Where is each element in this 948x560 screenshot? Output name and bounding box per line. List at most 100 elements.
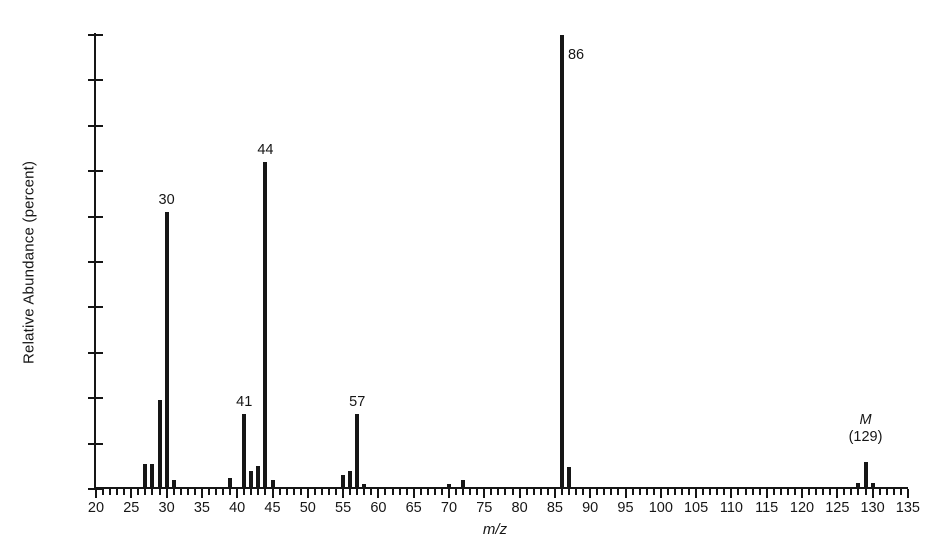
x-tick-minor xyxy=(497,489,500,495)
x-tick-major xyxy=(589,489,592,498)
y-tick xyxy=(88,261,103,263)
peak-bar-43 xyxy=(256,466,261,489)
peak-bar-72 xyxy=(461,479,466,489)
x-tick-major xyxy=(553,489,556,498)
x-tick-minor xyxy=(102,489,105,495)
x-tick-minor xyxy=(822,489,825,495)
peak-bar-28 xyxy=(150,464,155,489)
x-tick-label: 25 xyxy=(123,500,140,516)
x-tick-minor xyxy=(645,489,648,495)
x-tick-major xyxy=(306,489,309,498)
x-tick-minor xyxy=(843,489,846,495)
x-tick-minor xyxy=(405,489,408,495)
x-tick-minor xyxy=(151,489,154,495)
peak-bar-70 xyxy=(447,484,451,489)
x-tick-minor xyxy=(335,489,338,495)
y-tick xyxy=(88,442,103,445)
x-tick-minor xyxy=(857,489,860,495)
peak-label-44: 44 xyxy=(257,142,274,159)
x-tick-major xyxy=(448,489,450,498)
x-tick-major xyxy=(836,489,839,498)
x-tick-minor xyxy=(596,489,599,495)
x-tick-minor xyxy=(751,489,754,495)
x-tick-minor xyxy=(172,489,175,495)
x-tick-minor xyxy=(320,489,323,495)
x-tick-minor xyxy=(433,489,436,495)
x-tick-minor xyxy=(815,489,818,495)
x-tick-minor xyxy=(716,489,719,495)
x-tick-label: 65 xyxy=(405,500,422,516)
x-tick-label: 90 xyxy=(582,500,599,516)
y-tick xyxy=(88,488,103,490)
x-tick-minor xyxy=(243,489,246,495)
x-tick-minor xyxy=(850,489,853,495)
x-tick-minor xyxy=(327,489,330,495)
x-tick-minor xyxy=(370,489,373,495)
x-tick-minor xyxy=(638,489,641,495)
x-tick-label: 130 xyxy=(860,500,885,516)
x-tick-minor xyxy=(158,489,161,495)
peak-bar-31 xyxy=(171,479,176,489)
x-tick-major xyxy=(342,489,345,498)
x-tick-minor xyxy=(116,489,119,495)
peak-label-line: M xyxy=(859,411,872,428)
x-tick-minor xyxy=(709,489,712,495)
x-tick-major xyxy=(412,489,415,498)
peak-label-57: 57 xyxy=(349,394,366,411)
peak-bar-129 xyxy=(863,461,868,489)
x-tick-label: 70 xyxy=(440,500,458,516)
peak-label-line: (129) xyxy=(848,428,883,445)
x-tick-minor xyxy=(504,489,507,495)
x-tick-minor xyxy=(546,489,549,495)
x-tick-label: 95 xyxy=(617,500,634,516)
x-tick-minor xyxy=(292,489,295,495)
x-tick-major xyxy=(130,489,133,498)
peak-label-41: 41 xyxy=(236,394,253,411)
y-tick xyxy=(88,351,103,354)
peak-label-129: M (129) xyxy=(841,412,891,446)
peak-bar-87 xyxy=(567,467,572,489)
x-tick-label: 100 xyxy=(648,500,673,516)
peak-bar-58 xyxy=(362,483,367,489)
x-tick-major xyxy=(95,489,97,498)
peak-bar-128 xyxy=(856,483,861,489)
x-tick-major xyxy=(236,489,239,498)
x-tick-label: 85 xyxy=(546,500,563,516)
x-tick-minor xyxy=(702,489,705,495)
x-tick-minor xyxy=(680,489,683,495)
x-tick-minor xyxy=(426,489,429,495)
x-tick-minor xyxy=(532,489,535,495)
x-tick-label: 40 xyxy=(229,500,246,516)
peak-label-86: 86 xyxy=(567,47,585,63)
y-tick xyxy=(88,215,103,218)
x-tick-minor xyxy=(560,489,563,495)
x-tick-minor xyxy=(892,489,895,495)
x-tick-minor xyxy=(363,489,366,495)
x-tick-major xyxy=(165,489,168,498)
x-tick-minor xyxy=(864,489,867,495)
x-tick-label: 50 xyxy=(299,500,316,516)
x-tick-label: 125 xyxy=(825,500,850,516)
x-tick-minor xyxy=(666,489,669,495)
x-tick-minor xyxy=(193,489,196,495)
x-tick-minor xyxy=(229,489,232,495)
x-tick-minor xyxy=(779,489,782,495)
x-tick-minor xyxy=(568,489,571,495)
x-tick-minor xyxy=(469,489,472,495)
y-tick xyxy=(88,34,103,36)
peak-bar-41 xyxy=(242,414,247,489)
x-tick-minor xyxy=(455,489,458,495)
x-tick-minor xyxy=(285,489,288,495)
x-tick-minor xyxy=(808,489,811,495)
x-tick-major xyxy=(377,489,380,498)
x-tick-minor xyxy=(299,489,302,495)
peak-bar-27 xyxy=(143,464,148,489)
x-tick-major xyxy=(271,489,274,498)
x-tick-minor xyxy=(673,489,676,495)
x-tick-minor xyxy=(793,489,796,495)
x-tick-major xyxy=(200,489,203,498)
x-tick-minor xyxy=(610,489,613,495)
x-tick-label: 55 xyxy=(335,500,352,516)
x-tick-minor xyxy=(511,489,514,495)
x-tick-minor xyxy=(878,489,881,495)
